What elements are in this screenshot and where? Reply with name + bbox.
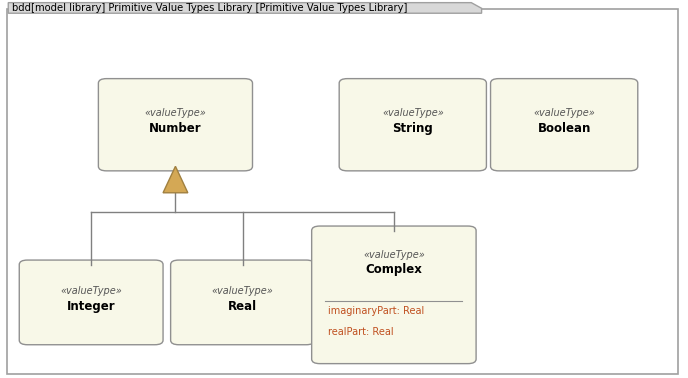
Text: realPart: Real: realPart: Real bbox=[328, 327, 394, 336]
Text: Integer: Integer bbox=[67, 300, 116, 313]
Text: Real: Real bbox=[228, 300, 257, 313]
Text: Number: Number bbox=[149, 122, 202, 135]
Text: Boolean: Boolean bbox=[537, 122, 591, 135]
FancyBboxPatch shape bbox=[98, 79, 252, 171]
Text: «valueType»: «valueType» bbox=[144, 108, 206, 118]
Text: imaginaryPart: Real: imaginaryPart: Real bbox=[328, 306, 424, 316]
Text: «valueType»: «valueType» bbox=[382, 108, 444, 118]
Text: «valueType»: «valueType» bbox=[533, 108, 595, 118]
Polygon shape bbox=[8, 3, 482, 13]
Text: String: String bbox=[392, 122, 433, 135]
FancyBboxPatch shape bbox=[339, 79, 486, 171]
FancyBboxPatch shape bbox=[19, 260, 163, 345]
Polygon shape bbox=[163, 166, 188, 193]
Text: «valueType»: «valueType» bbox=[212, 286, 273, 296]
FancyBboxPatch shape bbox=[171, 260, 314, 345]
Text: bdd[model library] Primitive Value Types Library [Primitive Value Types Library]: bdd[model library] Primitive Value Types… bbox=[12, 3, 408, 13]
FancyBboxPatch shape bbox=[491, 79, 638, 171]
FancyBboxPatch shape bbox=[312, 226, 476, 364]
Text: «valueType»: «valueType» bbox=[363, 249, 424, 260]
FancyBboxPatch shape bbox=[7, 9, 678, 374]
Text: Complex: Complex bbox=[365, 263, 422, 276]
Text: «valueType»: «valueType» bbox=[61, 286, 122, 296]
